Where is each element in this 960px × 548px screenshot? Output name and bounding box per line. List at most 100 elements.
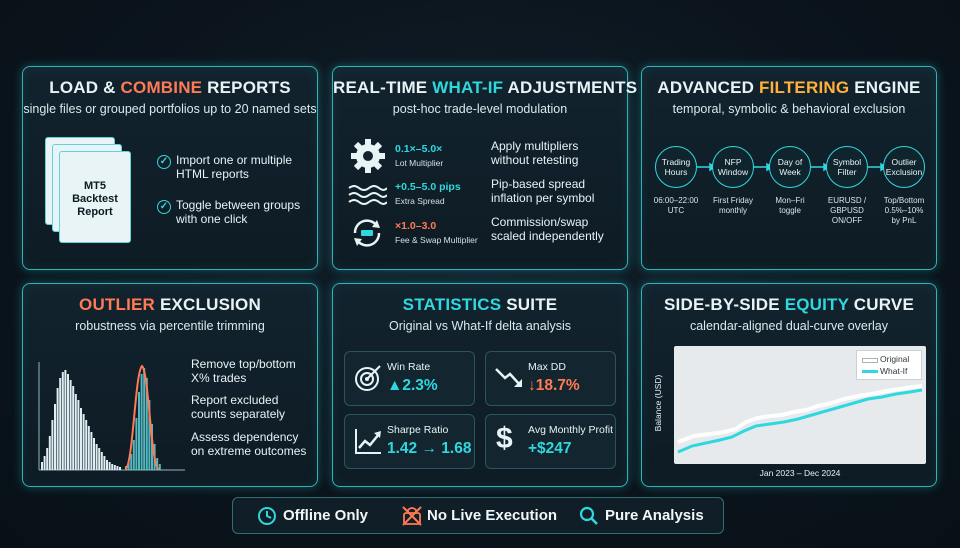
histogram-bar-trimmed [151,424,153,470]
stat-value: +$247 [528,440,572,457]
fee-swap-desc: Commission/swap scaled independently [491,215,604,243]
panel-subtitle: Original vs What-If delta analysis [388,319,571,333]
fee-swap-name: Fee & Swap Multiplier [395,235,478,245]
what-if-curve [677,388,923,454]
histogram-bar-trimmed [130,454,133,470]
report-label-line: Backtest [72,193,118,205]
lot-multiplier-value: 0.1×–5.0× [395,143,443,155]
histogram-bar [116,466,119,470]
panel-title: ADVANCED FILTERING ENGINE [657,78,921,97]
histogram-bar [98,448,101,470]
waves-icon [348,185,387,205]
gear-icon [351,139,385,173]
bullet-remove: Remove top/bottom X% trades [191,357,296,385]
equity-legend: Original What-If [856,350,922,380]
extra-spread-value: +0.5–5.0 pips [395,181,461,193]
histogram-bar [119,467,121,470]
filter-detail-day-of-week: Mon–Fri toggle [775,196,805,215]
histogram-bar [93,438,95,470]
histogram-bar [108,462,111,470]
panel-statistics: STATISTICS SUITE Original vs What-If del… [332,283,628,487]
panel-subtitle: calendar-aligned dual-curve overlay [689,319,889,333]
histogram-bar [85,420,88,470]
trend-down-icon [495,368,522,387]
histogram-bar [67,374,69,470]
lot-multiplier-desc: Apply multipliers without retesting [491,139,579,167]
footer-bar: Offline Only No Live Execution Pure Anal… [232,497,724,534]
clock-icon [258,507,276,525]
no-execution-icon [402,506,422,526]
histogram-bar [80,408,82,470]
histogram-bar-trimmed [143,368,146,470]
bullet-assess: Assess dependency on extreme outcomes [191,430,307,458]
stat-label: Avg Monthly Profit [528,424,614,436]
histogram-bar [90,432,93,470]
lot-multiplier-name: Lot Multiplier [395,158,444,168]
footer-no-live-execution: No Live Execution [427,507,558,524]
filter-node-trading-hours[interactable]: Trading Hours [655,146,697,188]
stat-value: ▲2.3% [387,377,438,394]
filter-node-day-of-week[interactable]: Day of Week [769,146,811,188]
panel-title: OUTLIER EXCLUSION [79,295,261,314]
filter-detail-trading-hours: 06:00–22:00 UTC [653,196,699,215]
trend-up-icon [355,429,381,454]
equity-y-label: Balance (USD) [653,374,663,432]
histogram-bar [61,372,64,470]
filter-node-nfp-window[interactable]: NFP Window [712,146,754,188]
histogram-bar-trimmed [132,440,135,470]
stat-label: Max DD [528,361,566,373]
bullet-import: Import one or multiple HTML reports [176,153,293,181]
histogram-bar [64,370,67,470]
panel-title: SIDE-BY-SIDE EQUITY CURVE [664,295,914,314]
stat-card-max-dd: Max DD ↓18.7% [485,351,616,406]
histogram-bar [69,380,72,470]
stat-card-avg-monthly-profit: $ Avg Monthly Profit +$247 [485,414,616,469]
histogram-bar [56,388,59,470]
original-curve [677,384,923,444]
histogram-bar [95,444,98,470]
panel-equity-curve: SIDE-BY-SIDE EQUITY CURVE calendar-align… [641,283,937,487]
equity-chart-svg [677,384,923,454]
dollar-icon: $ [496,422,513,455]
histogram-bar [46,448,49,470]
histogram-bar-trimmed [138,392,140,470]
histogram-bar [41,462,43,470]
filter-node-symbol-filter[interactable]: Symbol Filter [826,146,868,188]
histogram-bar [74,394,77,470]
stat-label: Win Rate [387,361,431,373]
stat-card-sharpe-ratio: Sharpe Ratio 1.42 → 1.68 [344,414,475,469]
check-icon: ✓ [157,200,171,214]
panel-subtitle: post-hoc trade-level modulation [392,102,568,116]
histogram-bar-trimmed [156,458,159,470]
panel-subtitle: temporal, symbolic & behavioral exclusio… [672,102,906,116]
histogram-bar-trimmed [158,464,161,470]
bullet-toggle: Toggle between groups with one click [176,198,301,226]
histogram-bar [72,386,75,470]
histogram-bar [51,420,54,470]
histogram-bar [77,400,80,470]
filter-detail-outlier-exclusion: Top/Bottom 0.5%–10% by PnL [883,196,925,225]
histogram-bar [59,378,62,470]
panel-subtitle: robustness via percentile trimming [75,319,265,333]
histogram-bar [111,464,114,470]
histogram-bar [103,456,106,470]
report-label-line: Report [77,206,113,218]
histogram-bar-trimmed [127,462,130,470]
panel-load-combine: LOAD & COMBINE REPORTS single files or g… [22,66,318,270]
histogram-bar-trimmed [148,400,151,470]
stat-label: Sharpe Ratio [387,424,449,436]
histogram-bar [82,414,85,470]
filter-node-outlier-exclusion[interactable]: Outlier Exclusion [883,146,925,188]
panel-what-if: REAL-TIME WHAT-IF ADJUSTMENTS post-hoc t… [332,66,637,270]
panel-subtitle: single files or grouped portfolios up to… [23,102,317,116]
stat-value: ↓18.7% [528,377,580,394]
panel-filtering: ADVANCED FILTERING ENGINE temporal, symb… [641,66,937,270]
histogram-bar [43,456,46,470]
histogram-bar-trimmed [135,418,138,470]
panel-outlier-exclusion: OUTLIER EXCLUSION robustness via percent… [22,283,318,487]
bullet-report: Report excluded counts separately [191,393,286,421]
histogram-bar [100,452,103,470]
filter-detail-symbol-filter: EURUSD / GBPUSD ON/OFF [827,196,867,225]
target-icon [355,365,381,391]
footer-pure-analysis: Pure Analysis [605,507,704,524]
